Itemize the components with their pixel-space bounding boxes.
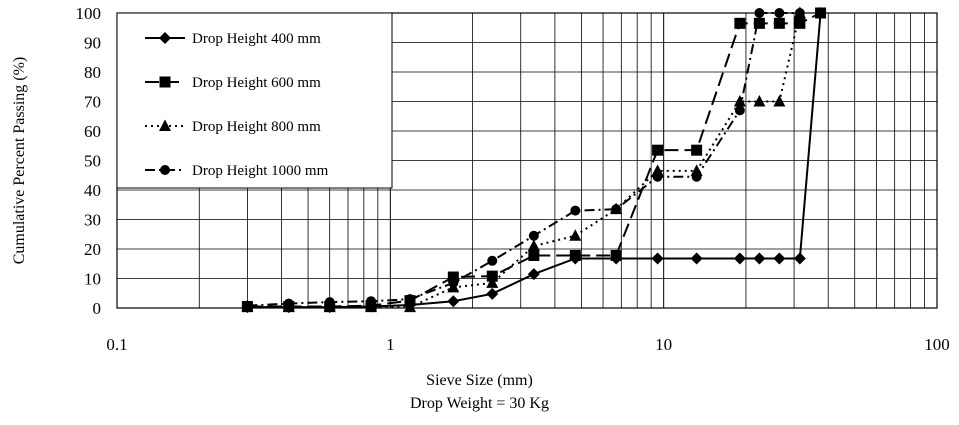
- data-point: [753, 95, 766, 107]
- data-point: [447, 295, 460, 308]
- data-point: [242, 300, 253, 311]
- data-point: [815, 7, 827, 19]
- data-point: [753, 17, 765, 29]
- data-point: [774, 8, 785, 18]
- y-tick-label: 20: [84, 240, 101, 259]
- data-point: [283, 298, 294, 309]
- y-tick-label: 90: [84, 34, 101, 53]
- chart-axes: 0 10 20 30 40 50 60 70 80 90 100 0.1 1 10 100: [76, 4, 950, 354]
- series-line: [247, 12, 800, 307]
- data-point: [487, 255, 498, 266]
- data-point: [403, 300, 416, 313]
- data-point: [690, 252, 703, 265]
- legend-marker: [160, 165, 170, 175]
- data-point: [794, 17, 806, 29]
- y-tick-label: 50: [84, 152, 101, 171]
- legend-marker: [159, 32, 171, 44]
- data-point: [773, 17, 785, 29]
- data-point: [610, 249, 622, 261]
- series-4: [242, 8, 805, 311]
- legend-label: Drop Height 600 mm: [192, 75, 321, 91]
- x-tick-label: 0.1: [106, 335, 127, 354]
- data-point: [528, 249, 540, 261]
- x-tick-label: 10: [655, 335, 672, 354]
- y-tick-label: 60: [84, 122, 101, 141]
- data-point: [794, 8, 805, 18]
- data-point: [486, 287, 499, 300]
- x-tick-label: 1: [386, 335, 395, 354]
- x-axis-title: Sieve Size (mm): [426, 372, 533, 389]
- chart-series: [241, 6, 827, 314]
- y-tick-label: 100: [76, 4, 102, 23]
- legend-label: Drop Height 400 mm: [192, 31, 321, 47]
- data-point: [366, 296, 377, 307]
- data-point: [651, 252, 664, 265]
- legend-marker: [159, 119, 171, 131]
- data-point: [652, 171, 663, 182]
- data-point: [569, 249, 581, 261]
- data-point: [611, 204, 622, 215]
- legend-marker: [159, 76, 171, 88]
- data-point: [733, 252, 746, 265]
- data-point: [754, 8, 765, 18]
- data-point: [570, 205, 581, 216]
- data-point: [527, 239, 540, 252]
- y-tick-label: 40: [84, 181, 101, 200]
- data-point: [793, 252, 806, 265]
- data-point: [365, 300, 378, 313]
- data-point: [527, 268, 540, 281]
- series-line: [247, 12, 822, 308]
- chart-legend: Drop Height 400 mm Drop Height 600 mm Drop…: [116, 12, 393, 189]
- y-tick-label: 30: [84, 211, 101, 230]
- y-axis-title: Cumulative Percent Passing (%): [11, 57, 28, 265]
- data-point: [448, 277, 459, 288]
- x-tick-label: 100: [924, 335, 950, 354]
- legend-entry-3: Drop Height 800 mm: [145, 119, 321, 135]
- data-point: [734, 17, 746, 29]
- data-point: [569, 229, 582, 241]
- data-point: [528, 230, 539, 241]
- data-point: [486, 276, 499, 288]
- data-point: [733, 95, 746, 107]
- data-point: [652, 144, 664, 156]
- legend-entry-4: Drop Height 1000 mm: [145, 163, 329, 179]
- chart-subtitle: Drop Weight = 30 Kg: [410, 395, 549, 412]
- legend-label: Drop Height 1000 mm: [192, 163, 329, 179]
- data-point: [734, 105, 745, 116]
- series-line: [247, 12, 801, 309]
- y-axis-title-box: Cumulative Percent Passing (%): [6, 13, 34, 308]
- data-point: [486, 270, 498, 282]
- data-point: [324, 297, 335, 308]
- legend-entry-1: Drop Height 400 mm: [145, 31, 321, 47]
- data-point: [753, 252, 766, 265]
- legend-label: Drop Height 800 mm: [192, 119, 321, 135]
- legend-entry-2: Drop Height 600 mm: [145, 75, 321, 91]
- data-point: [404, 294, 415, 305]
- legend-box: [116, 12, 393, 189]
- y-tick-label: 80: [84, 63, 101, 82]
- y-tick-label: 70: [84, 93, 101, 112]
- data-point: [447, 271, 459, 283]
- data-point: [773, 95, 786, 107]
- data-point: [773, 252, 786, 265]
- data-point: [691, 171, 702, 182]
- y-tick-label: 0: [93, 299, 102, 318]
- y-tick-label: 10: [84, 270, 101, 289]
- data-point: [691, 144, 703, 156]
